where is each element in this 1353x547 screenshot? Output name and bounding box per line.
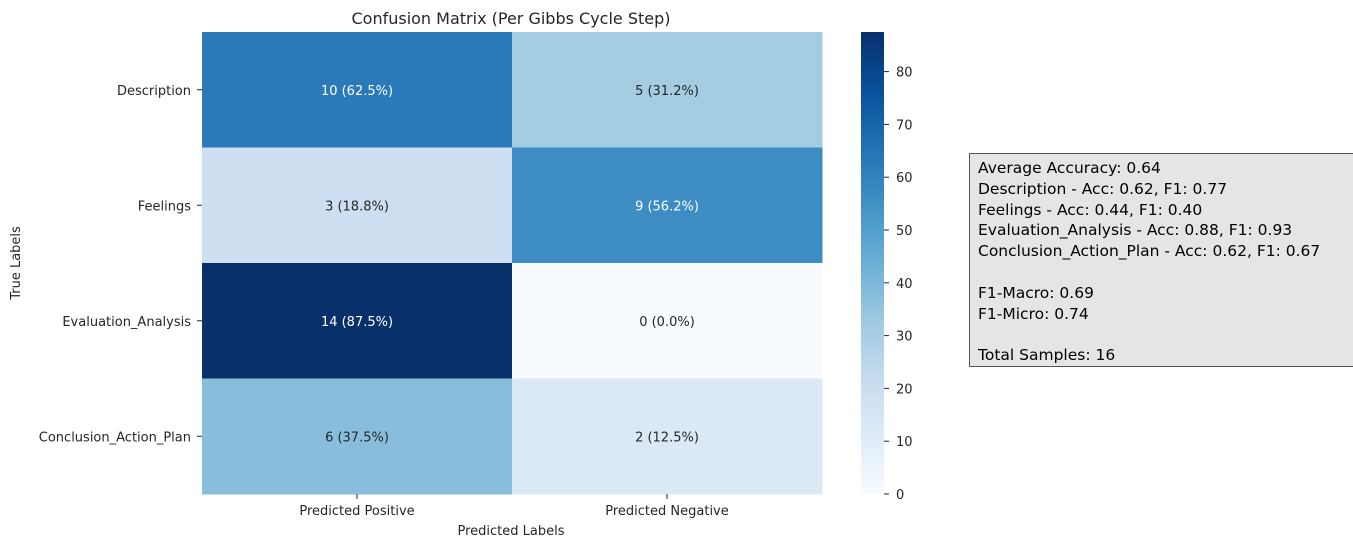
x-tick-labels: Predicted Positive Predicted Negative: [299, 494, 729, 519]
stats-line-conclusion-action-plan: Conclusion_Action_Plan - Acc: 0.62, F1: …: [978, 242, 1321, 261]
y-tick-label: Conclusion_Action_Plan: [39, 430, 191, 445]
stats-line-evaluation-analysis: Evaluation_Analysis - Acc: 0.88, F1: 0.9…: [978, 221, 1293, 240]
colorbar-tick-label: 20: [896, 382, 913, 397]
y-tick-label: Description: [117, 84, 191, 99]
heatmap-cell: [512, 263, 823, 379]
colorbar-tick-label: 0: [896, 488, 904, 503]
y-tick-labels: Description Feelings Evaluation_Analysis Co…: [39, 84, 202, 445]
colorbar: [861, 32, 884, 494]
colorbar-ticks: 0 10 20 30 40 50 60 70 80: [884, 66, 913, 503]
x-tick-label: Predicted Negative: [605, 504, 729, 519]
colorbar-tick-label: 80: [896, 66, 913, 81]
y-tick-label: Feelings: [138, 199, 191, 214]
heatmap-cell: [202, 263, 513, 379]
heatmap-cell: [512, 32, 823, 148]
x-axis-label: Predicted Labels: [457, 524, 564, 539]
colorbar-tick-label: 50: [896, 224, 913, 239]
stats-line-blank: [978, 324, 1345, 345]
y-tick-label: Evaluation_Analysis: [62, 315, 191, 330]
heatmap-cell-label: 14 (87.5%): [321, 315, 393, 330]
stats-line-total-samples: Total Samples: 16: [978, 346, 1116, 365]
heatmap-cell: [512, 147, 823, 264]
colorbar-tick-label: 60: [896, 171, 913, 186]
stats-line-f1-macro: F1-Macro: 0.69: [978, 283, 1094, 302]
heatmap-cell-label: 6 (37.5%): [325, 430, 389, 445]
y-axis-label: True Labels: [9, 226, 24, 301]
colorbar-tick-label: 40: [896, 277, 913, 292]
metrics-summary-box: Average Accuracy: 0.64 Description - Acc…: [969, 153, 1353, 367]
heatmap-cell-label: 5 (31.2%): [635, 84, 699, 99]
stats-line-description: Description - Acc: 0.62, F1: 0.77: [978, 179, 1228, 198]
colorbar-tick-label: 30: [896, 330, 913, 345]
heatmap-cell-label: 2 (12.5%): [635, 430, 699, 445]
chart-title: Confusion Matrix (Per Gibbs Cycle Step): [351, 9, 670, 28]
colorbar-tick-label: 70: [896, 118, 913, 133]
stats-line-f1-micro: F1-Micro: 0.74: [978, 304, 1089, 323]
stats-line-average-accuracy: Average Accuracy: 0.64: [978, 159, 1161, 177]
heatmap-cell: [202, 32, 513, 148]
heatmap-cell-label: 9 (56.2%): [635, 199, 699, 214]
stats-line-feelings: Feelings - Acc: 0.44, F1: 0.40: [978, 200, 1203, 219]
heatmap-cell: [202, 378, 513, 495]
heatmap-cell-label: 10 (62.5%): [321, 84, 393, 99]
heatmap-cell-label: 0 (0.0%): [639, 315, 695, 330]
heatmap-cell-label: 3 (18.8%): [325, 199, 389, 214]
heatmap-cell: [512, 378, 823, 495]
x-tick-label: Predicted Positive: [299, 504, 414, 519]
heatmap-grid: 10 (62.5%) 5 (31.2%) 3 (18.8%) 9 (56.2%) 14 …: [202, 32, 823, 495]
heatmap-cell: [202, 147, 513, 264]
colorbar-tick-label: 10: [896, 435, 913, 450]
stats-line-blank: [978, 262, 1345, 283]
